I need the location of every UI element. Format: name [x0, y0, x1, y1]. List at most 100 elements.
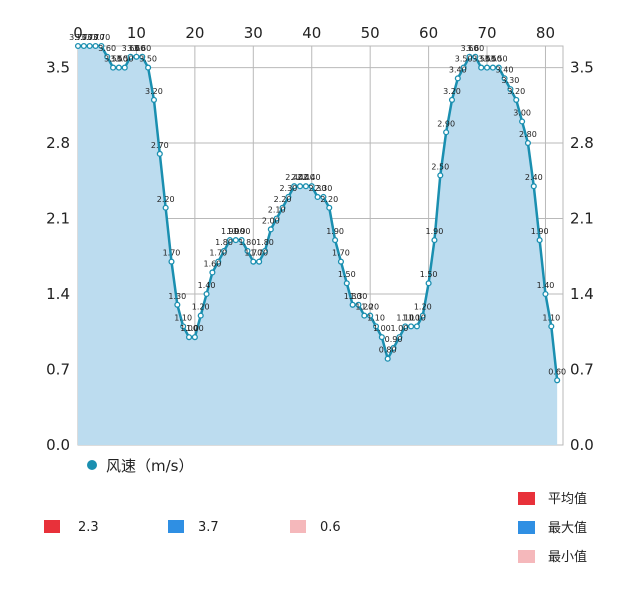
- data-point: [460, 64, 467, 71]
- data-point: [250, 258, 257, 265]
- data-point: [168, 258, 175, 265]
- stat-swatch-mean: [44, 520, 60, 533]
- y-tick-label-right: 2.8: [570, 134, 594, 152]
- stat-legend-swatch-max: [518, 521, 535, 534]
- stat-values: 2.3 3.7 0.6: [44, 520, 341, 535]
- data-label: 1.30: [168, 292, 186, 301]
- data-label: 3.60: [461, 44, 479, 53]
- data-label: 1.80: [239, 238, 257, 247]
- data-label: 2.30: [279, 184, 297, 193]
- data-label: 3.30: [502, 76, 520, 85]
- data-point: [150, 96, 158, 103]
- data-label: 3.60: [466, 44, 484, 53]
- x-tick-label: 0: [73, 24, 83, 42]
- data-label: 2.20: [320, 195, 338, 204]
- data-label: 3.50: [110, 55, 128, 64]
- data-point: [378, 334, 385, 341]
- data-point: [489, 64, 496, 71]
- data-point: [215, 258, 222, 265]
- y-tick-label-right: 1.4: [570, 285, 594, 303]
- data-point: [174, 301, 181, 308]
- data-label: 1.90: [426, 227, 444, 236]
- stat-value-max: 3.7: [198, 520, 219, 535]
- data-point: [501, 75, 508, 82]
- data-point: [121, 64, 128, 71]
- data-label: 2.40: [291, 173, 309, 182]
- legend-marker: [87, 460, 97, 470]
- stat-legend-swatch-min: [518, 550, 535, 563]
- data-point: [320, 193, 327, 201]
- data-point: [437, 172, 444, 179]
- data-point: [139, 53, 146, 60]
- data-label: 3.50: [490, 55, 508, 64]
- data-point: [478, 64, 485, 71]
- data-point: [74, 42, 82, 50]
- data-label: 1.40: [537, 281, 555, 290]
- area-fill: [78, 46, 558, 445]
- data-label: 3.20: [443, 87, 461, 96]
- data-label: 0.80: [379, 346, 397, 355]
- data-point: [209, 269, 216, 276]
- data-point: [285, 193, 292, 201]
- data-label: 1.00: [373, 324, 391, 333]
- data-point: [413, 323, 420, 330]
- data-point: [495, 64, 502, 71]
- stat-legend: 平均值 最大值 最小值: [518, 491, 587, 565]
- data-label: 2.40: [297, 173, 315, 182]
- data-point: [104, 53, 111, 60]
- data-label: 2.90: [437, 119, 455, 128]
- data-point: [261, 247, 269, 254]
- data-label: 1.70: [332, 249, 350, 258]
- data-label: 3.00: [513, 108, 531, 117]
- data-point: [343, 280, 350, 287]
- data-label: 2.70: [151, 141, 169, 150]
- data-label: 1.80: [215, 238, 233, 247]
- stat-value-mean: 2.3: [78, 520, 99, 535]
- data-point: [203, 290, 210, 298]
- data-point: [419, 312, 426, 319]
- data-label: 3.70: [69, 33, 87, 42]
- data-label: 3.60: [122, 44, 140, 53]
- data-point: [92, 42, 99, 50]
- data-label: 1.10: [408, 313, 426, 322]
- data-label: 3.50: [472, 55, 490, 64]
- x-tick-label: 20: [185, 24, 204, 42]
- data-point: [185, 334, 193, 341]
- data-label: 0.90: [385, 335, 403, 344]
- data-label: 2.20: [157, 195, 175, 204]
- data-point: [367, 312, 374, 319]
- data-label: 3.50: [116, 55, 134, 64]
- data-point: [466, 53, 473, 60]
- data-label: 1.90: [233, 227, 251, 236]
- data-label: 1.10: [396, 313, 414, 322]
- data-point: [542, 290, 549, 298]
- data-label: 1.20: [414, 303, 432, 312]
- data-label: 1.30: [344, 292, 362, 301]
- y-tick-label-right: 0.7: [570, 361, 594, 379]
- data-point: [554, 377, 561, 384]
- data-point: [396, 334, 403, 341]
- x-tick-label: 80: [536, 24, 555, 42]
- data-point: [296, 183, 304, 190]
- data-point: [98, 42, 105, 50]
- data-point: [162, 204, 169, 211]
- data-point: [390, 344, 397, 351]
- y-tick-label-right: 3.5: [570, 59, 594, 77]
- data-point: [402, 323, 409, 330]
- data-point: [133, 53, 140, 60]
- data-point: [156, 150, 163, 157]
- data-label: 3.40: [496, 65, 514, 74]
- stat-legend-label-mean: 平均值: [548, 491, 587, 507]
- data-point: [454, 75, 461, 82]
- data-label: 1.20: [192, 303, 210, 312]
- data-label: 1.10: [542, 313, 560, 322]
- x-tick-label: 70: [477, 24, 496, 42]
- data-point: [519, 118, 526, 125]
- data-label: 1.90: [531, 227, 549, 236]
- data-label: 3.60: [98, 44, 116, 53]
- data-point: [372, 323, 380, 330]
- legend-label: 风速（m/s）: [106, 457, 193, 475]
- data-point: [507, 86, 514, 93]
- series-points: [74, 42, 561, 384]
